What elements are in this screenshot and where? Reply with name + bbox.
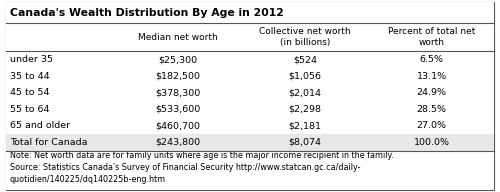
Text: $533,600: $533,600 — [156, 105, 200, 114]
Text: Median net worth: Median net worth — [138, 33, 218, 42]
Text: Note: Net worth data are for family units where age is the major income recipien: Note: Net worth data are for family unit… — [10, 151, 394, 184]
Bar — [6, 51, 494, 68]
Text: 35 to 44: 35 to 44 — [10, 72, 50, 81]
Text: Canada's Wealth Distribution By Age in 2012: Canada's Wealth Distribution By Age in 2… — [10, 8, 284, 18]
Text: 24.9%: 24.9% — [417, 88, 447, 97]
Text: 6.5%: 6.5% — [420, 55, 444, 64]
Text: $460,700: $460,700 — [156, 121, 200, 130]
Text: $378,300: $378,300 — [156, 88, 200, 97]
Text: Collective net worth
(in billions): Collective net worth (in billions) — [259, 27, 350, 47]
Text: $8,074: $8,074 — [288, 138, 322, 147]
Bar — [6, 134, 494, 151]
Text: $243,800: $243,800 — [156, 138, 200, 147]
Text: under 35: under 35 — [10, 55, 53, 64]
Text: 27.0%: 27.0% — [417, 121, 447, 130]
Text: $2,014: $2,014 — [288, 88, 322, 97]
Text: 100.0%: 100.0% — [414, 138, 450, 147]
Text: $524: $524 — [293, 55, 317, 64]
Text: $2,181: $2,181 — [288, 121, 322, 130]
Text: 65 and older: 65 and older — [10, 121, 70, 130]
Bar — [6, 84, 494, 101]
Bar — [6, 118, 494, 134]
Bar — [6, 151, 494, 190]
Text: $182,500: $182,500 — [156, 72, 200, 81]
Text: $1,056: $1,056 — [288, 72, 322, 81]
Text: 28.5%: 28.5% — [417, 105, 447, 114]
Text: 13.1%: 13.1% — [416, 72, 447, 81]
Bar — [6, 101, 494, 118]
Bar — [6, 23, 494, 51]
Bar — [6, 68, 494, 84]
Text: 45 to 54: 45 to 54 — [10, 88, 50, 97]
Text: $25,300: $25,300 — [158, 55, 198, 64]
Text: Percent of total net
worth: Percent of total net worth — [388, 27, 476, 47]
Text: Total for Canada: Total for Canada — [10, 138, 88, 147]
Bar — [6, 2, 494, 23]
Text: 55 to 64: 55 to 64 — [10, 105, 50, 114]
Text: $2,298: $2,298 — [288, 105, 322, 114]
